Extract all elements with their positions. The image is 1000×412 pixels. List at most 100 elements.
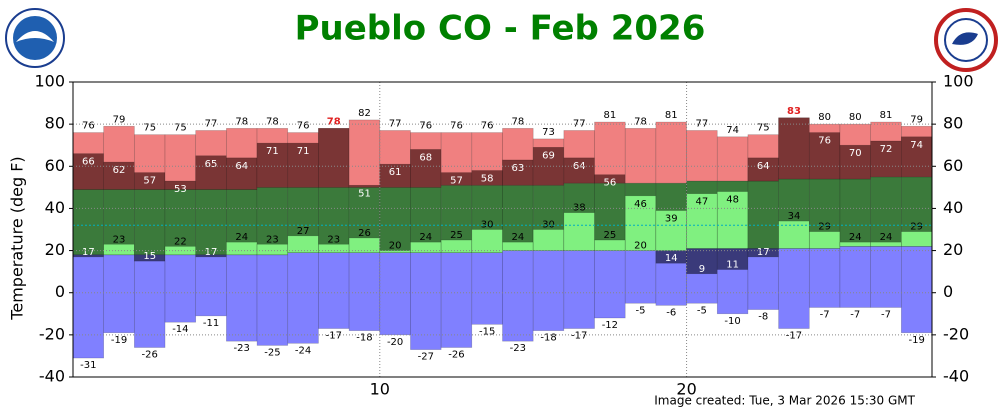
data-label: 79 (910, 114, 923, 125)
data-label: -7 (850, 309, 860, 320)
footer: Image created: Tue, 3 Mar 2026 15:30 GMT (654, 394, 915, 408)
data-label: 17 (205, 247, 218, 258)
data-label: 81 (880, 110, 893, 121)
data-label: 74 (910, 140, 923, 151)
data-label: 76 (818, 136, 831, 147)
y-tick-label-right: 0 (943, 282, 953, 301)
y-tick-label: -40 (39, 367, 65, 386)
observed-within-normal (901, 231, 933, 247)
y-tick-label-right: -20 (943, 324, 969, 343)
observed-within-normal (532, 229, 565, 251)
record-high-range (686, 130, 718, 182)
data-label: -23 (510, 343, 526, 354)
data-label: -18 (356, 333, 372, 344)
record-low-range (348, 252, 381, 331)
plot-area: 76 66 17 -31 79 62 23 -19 75 57 15 -26 75 53 22 -14 77 65… (34, 72, 973, 399)
record-low-range (471, 252, 503, 325)
observed-within-normal (655, 210, 687, 251)
data-label: 77 (573, 118, 586, 129)
data-label: -11 (203, 318, 219, 329)
data-label: -20 (387, 337, 403, 348)
chart-title: Pueblo CO - Feb 2026 (295, 9, 706, 49)
data-label: 61 (389, 167, 402, 178)
y-tick-label-right: 80 (943, 114, 963, 133)
y-tick-label-right: 100 (943, 72, 974, 91)
observed-within-normal (716, 191, 749, 249)
data-label: 47 (696, 197, 709, 208)
data-label: 30 (542, 220, 555, 231)
data-label: 71 (297, 146, 310, 157)
observed-within-normal (686, 193, 718, 249)
data-label: -17 (571, 331, 587, 342)
observed-above-normal (808, 132, 841, 180)
data-label: 51 (358, 188, 371, 199)
data-label: 53 (174, 184, 187, 195)
data-label: 29 (910, 222, 923, 233)
record-low-range (134, 254, 166, 348)
data-label: -15 (479, 326, 495, 337)
record-low-range (502, 250, 534, 342)
y-tick-label-right: 60 (943, 156, 963, 175)
data-label: 22 (174, 236, 187, 247)
y-tick-label-right: -40 (943, 367, 969, 386)
data-label: -14 (172, 324, 188, 335)
data-label: 63 (511, 163, 524, 174)
normal-range (594, 182, 626, 251)
record-low-range (901, 246, 933, 334)
data-label: -7 (881, 309, 891, 320)
data-label: -23 (234, 343, 250, 354)
observed-within-normal (440, 239, 473, 253)
observed-above-normal (226, 157, 258, 190)
data-label: 78 (327, 116, 341, 127)
normal-range (747, 180, 779, 249)
data-label: 75 (174, 123, 187, 134)
data-label: 70 (849, 148, 862, 159)
y-tick-label: 40 (45, 198, 65, 217)
data-label: 75 (143, 123, 156, 134)
data-label: -19 (908, 335, 924, 346)
data-label: 78 (634, 116, 647, 127)
observed-above-normal (287, 142, 319, 188)
record-high-range (624, 128, 657, 184)
data-label: 62 (113, 165, 126, 176)
data-label: 78 (266, 116, 279, 127)
y-tick-label: -20 (39, 324, 65, 343)
normal-range (134, 189, 166, 256)
observed-within-normal (318, 243, 350, 253)
record-low-range (624, 250, 657, 304)
record-low-range (318, 252, 350, 329)
data-label: 20 (634, 241, 647, 252)
data-label: -24 (295, 345, 311, 356)
data-label: -26 (448, 350, 464, 361)
data-label: 76 (481, 121, 494, 132)
data-label: 76 (297, 121, 310, 132)
record-low-range (778, 248, 810, 329)
data-label: 24 (880, 232, 893, 243)
data-label: 78 (511, 116, 524, 127)
record-high-range (716, 136, 749, 182)
data-label: 27 (297, 226, 310, 237)
data-label: 23 (113, 234, 126, 245)
record-low-range (870, 246, 902, 308)
data-label: 65 (205, 159, 218, 170)
observed-within-normal (410, 241, 442, 253)
record-high-range (594, 121, 626, 184)
normal-range (379, 187, 411, 253)
record-low-range (440, 252, 473, 348)
data-label: 58 (481, 174, 494, 185)
data-label: -6 (666, 307, 676, 318)
data-label: 75 (757, 123, 770, 134)
data-label: 17 (757, 247, 770, 258)
data-label: 34 (788, 211, 801, 222)
y-tick-label: 60 (45, 156, 65, 175)
data-label: -8 (758, 312, 768, 323)
observed-within-normal (256, 243, 289, 256)
record-low-range (747, 248, 779, 310)
data-label: 20 (389, 241, 402, 252)
data-label: 38 (573, 203, 586, 214)
data-label: -18 (540, 333, 556, 344)
record-low-range (563, 250, 595, 329)
data-label: 24 (235, 232, 248, 243)
data-label: 30 (481, 220, 494, 231)
normal-range (256, 187, 289, 256)
